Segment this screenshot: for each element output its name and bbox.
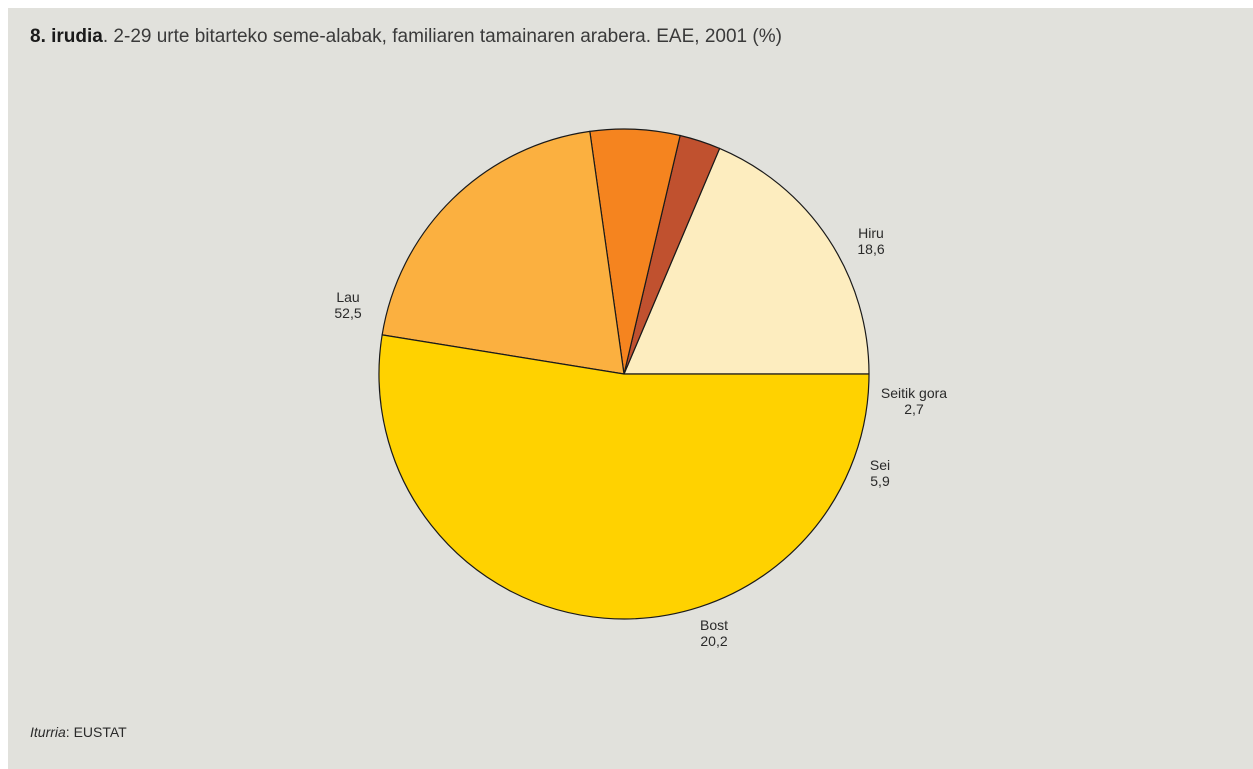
slice-value-bost: 20,2: [700, 633, 727, 649]
source-label: Iturria: [30, 724, 66, 740]
slice-value-hiru: 18,6: [857, 241, 884, 257]
source-note: Iturria: EUSTAT: [30, 724, 127, 740]
figure-title: 8. irudia. 2-29 urte bitarteko seme-alab…: [30, 26, 782, 48]
slice-label-bost: Bost: [700, 617, 728, 633]
slice-label-seitik-gora: Seitik gora: [881, 385, 947, 401]
slice-label-sei: Sei: [870, 457, 890, 473]
figure-number: 8. irudia: [30, 26, 103, 47]
pie-slice-bost: [381, 130, 625, 375]
slice-value-seitik-gora: 2,7: [904, 401, 924, 417]
pie-slice-hiru: [623, 147, 870, 375]
slice-label-hiru: Hiru: [858, 225, 884, 241]
pie-slice-lau: [378, 334, 870, 620]
figure-caption: 2-29 urte bitarteko seme-alabak, familia…: [108, 26, 782, 47]
source-value: EUSTAT: [73, 724, 127, 740]
source-separator: :: [65, 724, 74, 740]
slice-value-lau: 52,5: [334, 305, 361, 321]
figure-title-separator: .: [102, 26, 109, 47]
slice-value-sei: 5,9: [870, 473, 890, 489]
slice-label-lau: Lau: [336, 289, 359, 305]
